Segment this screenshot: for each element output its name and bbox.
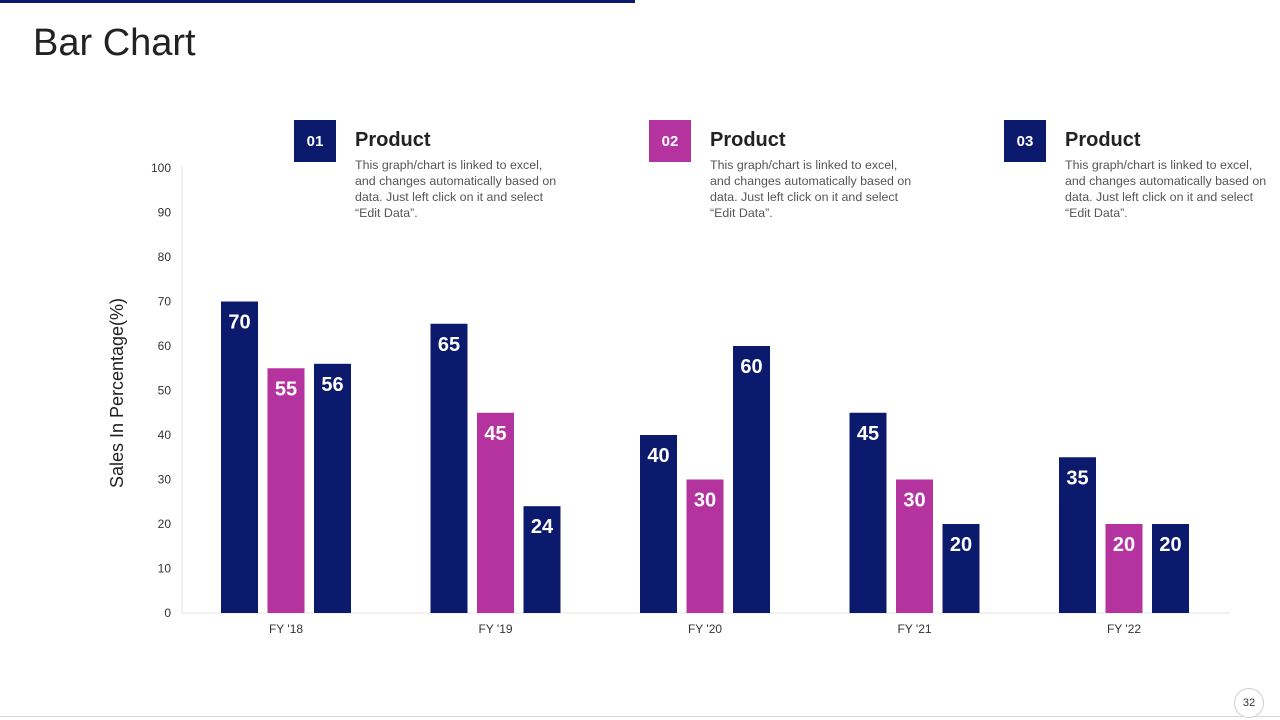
bar-value-label: 70 [228, 312, 250, 334]
top-accent-bar [0, 0, 635, 3]
x-tick-label: FY '18 [269, 622, 303, 636]
bar [221, 301, 258, 613]
bar-value-label: 24 [531, 516, 554, 538]
bar-value-label: 60 [740, 356, 762, 378]
x-tick-label: FY '21 [897, 622, 931, 636]
legend-title: Product [710, 129, 786, 151]
y-tick-label: 0 [164, 606, 171, 620]
bar-value-label: 40 [647, 445, 669, 467]
bar-value-label: 20 [1159, 534, 1181, 556]
bar [896, 479, 933, 613]
y-tick-label: 80 [158, 250, 172, 264]
bar [640, 435, 677, 613]
bar-value-label: 20 [1113, 534, 1135, 556]
bar [733, 346, 770, 613]
bar-value-label: 56 [321, 374, 343, 396]
y-tick-label: 70 [158, 295, 172, 309]
x-tick-label: FY '19 [478, 622, 512, 636]
bar [1059, 457, 1096, 613]
bar [477, 412, 514, 613]
legend-number-badge: 02 [649, 120, 691, 162]
legend-description: This graph/chart is linked to excel, and… [710, 158, 912, 220]
y-tick-label: 90 [158, 206, 172, 220]
y-tick-label: 100 [151, 161, 171, 175]
bar-value-label: 35 [1066, 467, 1088, 489]
page-number: 32 [1234, 688, 1264, 718]
y-tick-label: 30 [158, 473, 172, 487]
bar-value-label: 65 [438, 334, 460, 356]
bar-value-label: 45 [857, 423, 879, 445]
bar [314, 363, 351, 613]
legend-description: This graph/chart is linked to excel, and… [1065, 158, 1267, 220]
y-tick-label: 10 [158, 562, 172, 576]
legend-number-badge: 03 [1004, 120, 1046, 162]
bar [430, 323, 468, 613]
bar [1152, 524, 1189, 613]
bar-value-label: 30 [694, 490, 716, 512]
page-title: Bar Chart [33, 22, 196, 64]
legend-description: This graph/chart is linked to excel, and… [355, 158, 557, 220]
bar-value-label: 55 [275, 378, 297, 400]
y-tick-label: 50 [158, 384, 172, 398]
bar [686, 479, 724, 613]
y-tick-label: 60 [158, 339, 172, 353]
bar [1105, 524, 1143, 613]
legend-title: Product [355, 129, 431, 151]
y-tick-label: 20 [158, 517, 172, 531]
bar [849, 412, 887, 613]
bar [942, 524, 980, 613]
legend-title: Product [1065, 129, 1141, 151]
bar-value-label: 20 [950, 534, 972, 556]
footer-divider [0, 716, 1280, 717]
bar-value-label: 45 [484, 423, 506, 445]
x-tick-label: FY '20 [688, 622, 722, 636]
legend-number-badge: 01 [294, 120, 336, 162]
bar [523, 506, 561, 613]
x-tick-label: FY '22 [1107, 622, 1141, 636]
bar [267, 368, 305, 613]
y-axis-label: Sales In Percentage(%) [107, 298, 127, 488]
bar-value-label: 30 [903, 490, 925, 512]
y-tick-label: 40 [158, 428, 172, 442]
